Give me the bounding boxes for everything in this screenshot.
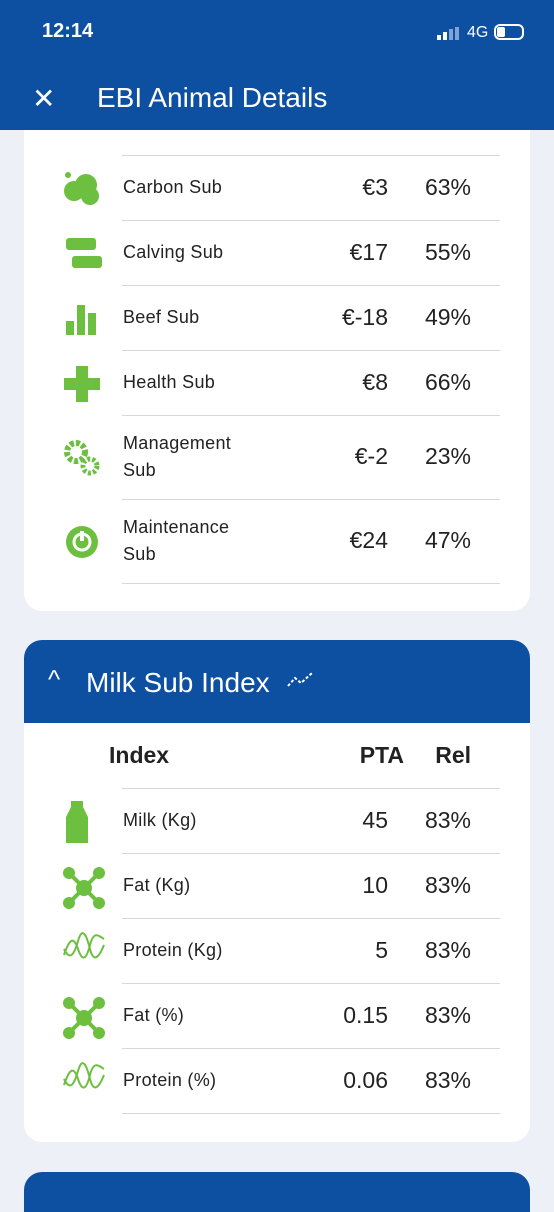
- row-label: Health Sub: [123, 371, 216, 392]
- row-label: Carbon Sub: [123, 176, 223, 197]
- divider: [122, 220, 500, 221]
- row-icon: [62, 438, 100, 476]
- row-rel: 66%: [424, 368, 471, 395]
- row-value: 5: [375, 936, 388, 963]
- divider: [122, 415, 500, 416]
- row-rel: 83%: [424, 806, 471, 833]
- row-icon: [62, 234, 102, 272]
- row-value: 45: [362, 806, 388, 833]
- app-bar: 12:14 4G ✕ EBI Animal Details: [0, 0, 554, 130]
- divider: [122, 155, 500, 156]
- row-icon: [62, 364, 100, 402]
- divider: [122, 583, 500, 584]
- row-rel: 63%: [424, 173, 471, 200]
- divider: [122, 983, 500, 984]
- row-label: Protein (%): [123, 1069, 217, 1090]
- close-button[interactable]: ✕: [32, 83, 56, 114]
- row-label: Maintenance Sub: [123, 517, 230, 564]
- milk-card: [24, 640, 530, 1142]
- divider: [122, 285, 500, 286]
- time: 12:14: [42, 20, 94, 42]
- signal: [437, 27, 461, 40]
- row-rel: 23%: [424, 443, 471, 469]
- trend-icon: [287, 672, 313, 687]
- row-value: 0.15: [343, 1001, 388, 1028]
- row-label: Management Sub: [123, 433, 232, 480]
- col-pta: PTA: [359, 742, 404, 768]
- row-rel: 55%: [424, 238, 471, 265]
- battery: [494, 24, 524, 40]
- row-icon: [62, 800, 100, 843]
- row-rel: 83%: [424, 871, 471, 898]
- next-card: [24, 1172, 530, 1212]
- row-value: €17: [349, 238, 388, 265]
- divider: [122, 1048, 500, 1049]
- row-value: €24: [349, 527, 388, 553]
- divider: [122, 788, 500, 789]
- row-value: 0.06: [343, 1066, 388, 1093]
- row-value: €-18: [341, 303, 388, 330]
- divider: [122, 350, 500, 351]
- divider: [122, 918, 500, 919]
- row-label: Beef Sub: [123, 306, 200, 327]
- page-title: EBI Animal Details: [97, 82, 328, 113]
- row-icon: [62, 866, 105, 909]
- row-icon: [62, 1061, 105, 1099]
- row-value: 10: [362, 871, 388, 898]
- row-rel: 49%: [424, 303, 471, 330]
- col-index: Index: [109, 742, 170, 768]
- row-label: Fat (Kg): [123, 874, 191, 895]
- col-rel: Rel: [435, 742, 471, 768]
- divider: [122, 853, 500, 854]
- milk-title: Milk Sub Index: [86, 667, 270, 698]
- row-rel: 83%: [424, 1001, 471, 1028]
- row-value: €-2: [354, 443, 388, 469]
- milk-card-header[interactable]: ^ Milk Sub Index: [24, 640, 530, 723]
- network: 4G: [467, 24, 489, 41]
- row-icon: [62, 299, 100, 337]
- divider: [122, 499, 500, 500]
- row-value: €8: [362, 368, 388, 395]
- row-icon: [62, 169, 100, 207]
- divider: [122, 1113, 500, 1114]
- row-rel: 83%: [424, 1066, 471, 1093]
- row-rel: 83%: [424, 936, 471, 963]
- row-label: Calving Sub: [123, 241, 224, 262]
- row-label: Fat (%): [123, 1004, 185, 1025]
- row-value: €3: [362, 173, 388, 200]
- row-rel: 47%: [424, 527, 471, 553]
- row-icon: [62, 931, 105, 969]
- row-label: Protein (Kg): [123, 939, 223, 960]
- chevron: ^: [48, 664, 61, 694]
- row-icon: [62, 522, 100, 560]
- row-label: Milk (Kg): [123, 809, 197, 830]
- row-icon: [62, 996, 105, 1039]
